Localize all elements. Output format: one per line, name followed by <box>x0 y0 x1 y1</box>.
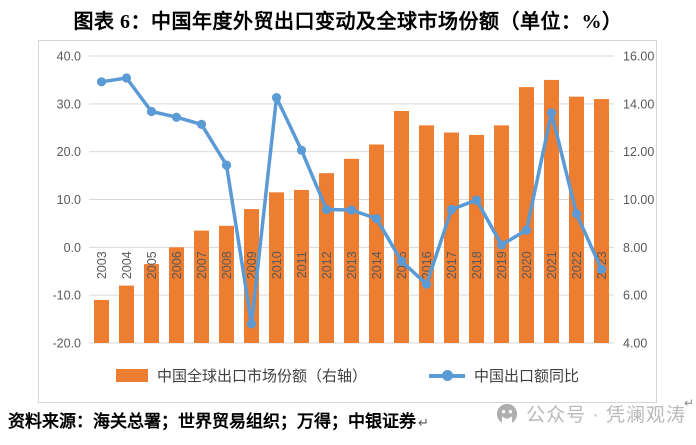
bar <box>594 99 609 343</box>
x-axis-label: 2018 <box>470 251 484 279</box>
line-marker <box>96 77 107 87</box>
x-axis-label: 2011 <box>295 251 309 278</box>
legend-item-bars: 中国全球出口市场份额（右轴） <box>115 365 367 386</box>
right-axis-tick: 12.00 <box>623 145 654 159</box>
right-axis-tick: 10.00 <box>623 193 654 207</box>
line-marker <box>271 93 282 103</box>
x-axis-label: 2019 <box>495 251 509 279</box>
bar-legend-swatch <box>115 369 148 382</box>
bar <box>169 247 184 343</box>
line-marker <box>296 145 307 155</box>
left-axis-tick: 20.0 <box>57 145 81 159</box>
line-marker <box>471 195 482 205</box>
left-axis-tick: 40.0 <box>57 50 81 64</box>
left-axis-tick: -10.0 <box>53 289 82 303</box>
bar <box>319 173 334 343</box>
legend: 中国全球出口市场份额（右轴） 中国出口额同比 <box>39 365 656 386</box>
bar-legend-label: 中国全球出口市场份额（右轴） <box>156 368 367 385</box>
right-axis-tick: 6.00 <box>623 289 647 303</box>
bar <box>569 96 584 344</box>
line-marker <box>396 256 407 266</box>
bar <box>369 144 384 343</box>
chart-area: 40.0 16.00 30.0 14.00 20.0 12.00 10.0 10.00 0.0 8… <box>38 40 657 403</box>
line-marker <box>521 225 532 235</box>
wechat-official-account-icon <box>497 403 518 424</box>
x-axis-label: 2003 <box>95 251 109 279</box>
line-legend-swatch <box>429 369 465 382</box>
line-marker <box>121 73 132 83</box>
x-axis-label: 2008 <box>220 251 234 279</box>
legend-item-line: 中国出口额同比 <box>429 365 579 386</box>
bar <box>94 299 109 343</box>
x-axis-label: 2020 <box>520 251 534 279</box>
line-marker <box>371 214 382 224</box>
right-axis-tick: 14.00 <box>623 97 654 111</box>
x-axis-label: 2010 <box>270 251 284 279</box>
watermark-text: 公众号 · 凭澜观涛 <box>526 405 686 426</box>
x-axis-label: 2017 <box>445 251 459 279</box>
source-note: 资料来源：海关总署；世界贸易组织；万得；中银证券 <box>8 412 416 431</box>
bar <box>269 192 284 343</box>
x-axis-label: 2013 <box>345 251 359 279</box>
x-axis-label: 2005 <box>145 251 159 279</box>
left-axis-tick: 10.0 <box>57 193 81 207</box>
bar <box>344 158 359 343</box>
bar <box>119 285 134 343</box>
bar <box>544 79 559 343</box>
x-axis-label: 2007 <box>195 251 209 279</box>
bar <box>219 225 234 343</box>
right-axis-tick: 8.00 <box>623 241 647 255</box>
line-marker <box>421 279 432 289</box>
bar <box>294 189 309 343</box>
line-marker <box>146 106 157 117</box>
line-legend-label: 中国出口额同比 <box>474 368 580 385</box>
bar <box>519 87 534 343</box>
bar <box>469 134 484 343</box>
line-marker <box>496 240 507 250</box>
bar <box>144 264 159 343</box>
line-marker <box>321 204 332 215</box>
bar <box>194 230 209 343</box>
corner-return-mark-icon: ↵ <box>683 396 694 410</box>
plot-canvas: 40.0 16.00 30.0 14.00 20.0 12.00 10.0 10.00 0.0 8… <box>53 50 655 351</box>
line-marker <box>196 119 207 129</box>
x-axis-label: 2006 <box>170 251 184 279</box>
line-marker <box>596 264 607 274</box>
left-axis-tick: 30.0 <box>57 97 81 111</box>
left-axis-tick: 0.0 <box>64 241 81 255</box>
line-legend-marker <box>442 370 453 381</box>
line-marker <box>571 209 582 219</box>
watermark: 公众号 · 凭澜观涛 <box>496 400 686 427</box>
line-marker <box>446 204 457 215</box>
bar <box>494 125 509 343</box>
left-axis-tick: -20.0 <box>53 337 82 351</box>
return-mark-icon: ↵ <box>418 415 429 430</box>
line-marker <box>346 205 357 215</box>
bar <box>394 111 409 343</box>
source-line: 资料来源：海关总署；世界贸易组织；万得；中银证券 ↵ <box>8 407 429 432</box>
x-axis-label: 2004 <box>120 251 134 279</box>
chart-title: 图表 6：中国年度外贸出口变动及全球市场份额（单位：%） <box>73 11 623 33</box>
line-marker <box>546 108 557 118</box>
x-axis-label: 2014 <box>370 251 384 279</box>
line-marker <box>221 160 232 170</box>
x-axis-label: 2022 <box>570 251 584 279</box>
line-marker <box>246 319 257 329</box>
x-axis-label: 2012 <box>320 251 334 279</box>
bar <box>419 125 434 343</box>
x-axis-label: 2021 <box>545 251 559 279</box>
bar <box>444 132 459 343</box>
line-marker <box>171 112 182 122</box>
right-axis-tick: 4.00 <box>623 337 647 351</box>
right-axis-tick: 16.00 <box>623 50 654 64</box>
